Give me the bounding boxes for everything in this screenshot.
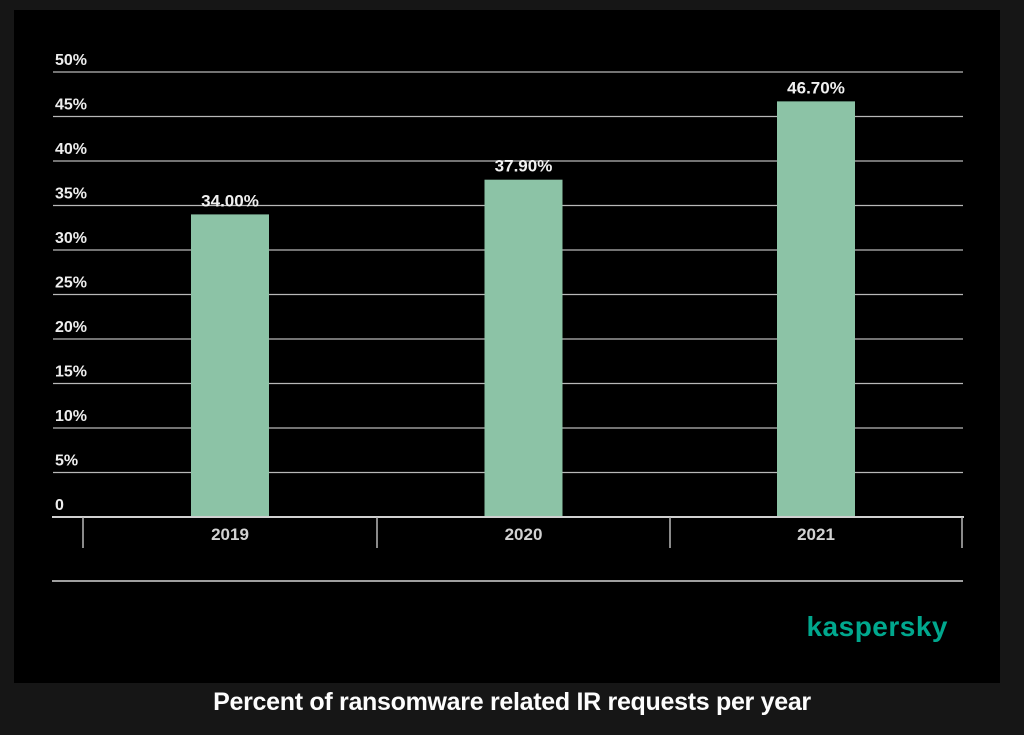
- y-tick-label: 5%: [55, 453, 78, 470]
- y-tick-label: 25%: [55, 275, 87, 292]
- x-category-label: 2021: [797, 525, 835, 544]
- y-tick-label: 50%: [55, 52, 87, 69]
- chart-caption: Percent of ransomware related IR request…: [213, 688, 811, 716]
- chart-panel: 0 5% 10% 15% 20% 25% 30% 35% 40% 45% 50% 34.00% 37.9…: [14, 10, 1000, 683]
- y-tick-label: 15%: [55, 364, 87, 381]
- x-category-label: 2019: [211, 525, 249, 544]
- y-tick-label: 0: [55, 497, 64, 514]
- y-tick-label: 40%: [55, 141, 87, 158]
- y-tick-label: 30%: [55, 230, 87, 247]
- bar-value-label: 37.90%: [495, 157, 553, 176]
- bar: [191, 214, 269, 517]
- bar: [484, 179, 563, 517]
- kaspersky-logo: kaspersky: [806, 611, 948, 642]
- bar-value-label: 46.70%: [787, 78, 845, 97]
- bar-chart: 0 5% 10% 15% 20% 25% 30% 35% 40% 45% 50% 34.00% 37.9…: [52, 52, 964, 582]
- y-tick-label: 10%: [55, 408, 87, 425]
- y-tick-label: 45%: [55, 97, 87, 114]
- bar-value-label: 34.00%: [201, 191, 259, 210]
- x-category-label: 2020: [505, 525, 543, 544]
- bar: [777, 101, 855, 518]
- y-tick-label: 20%: [55, 319, 87, 336]
- y-tick-label: 35%: [55, 186, 87, 203]
